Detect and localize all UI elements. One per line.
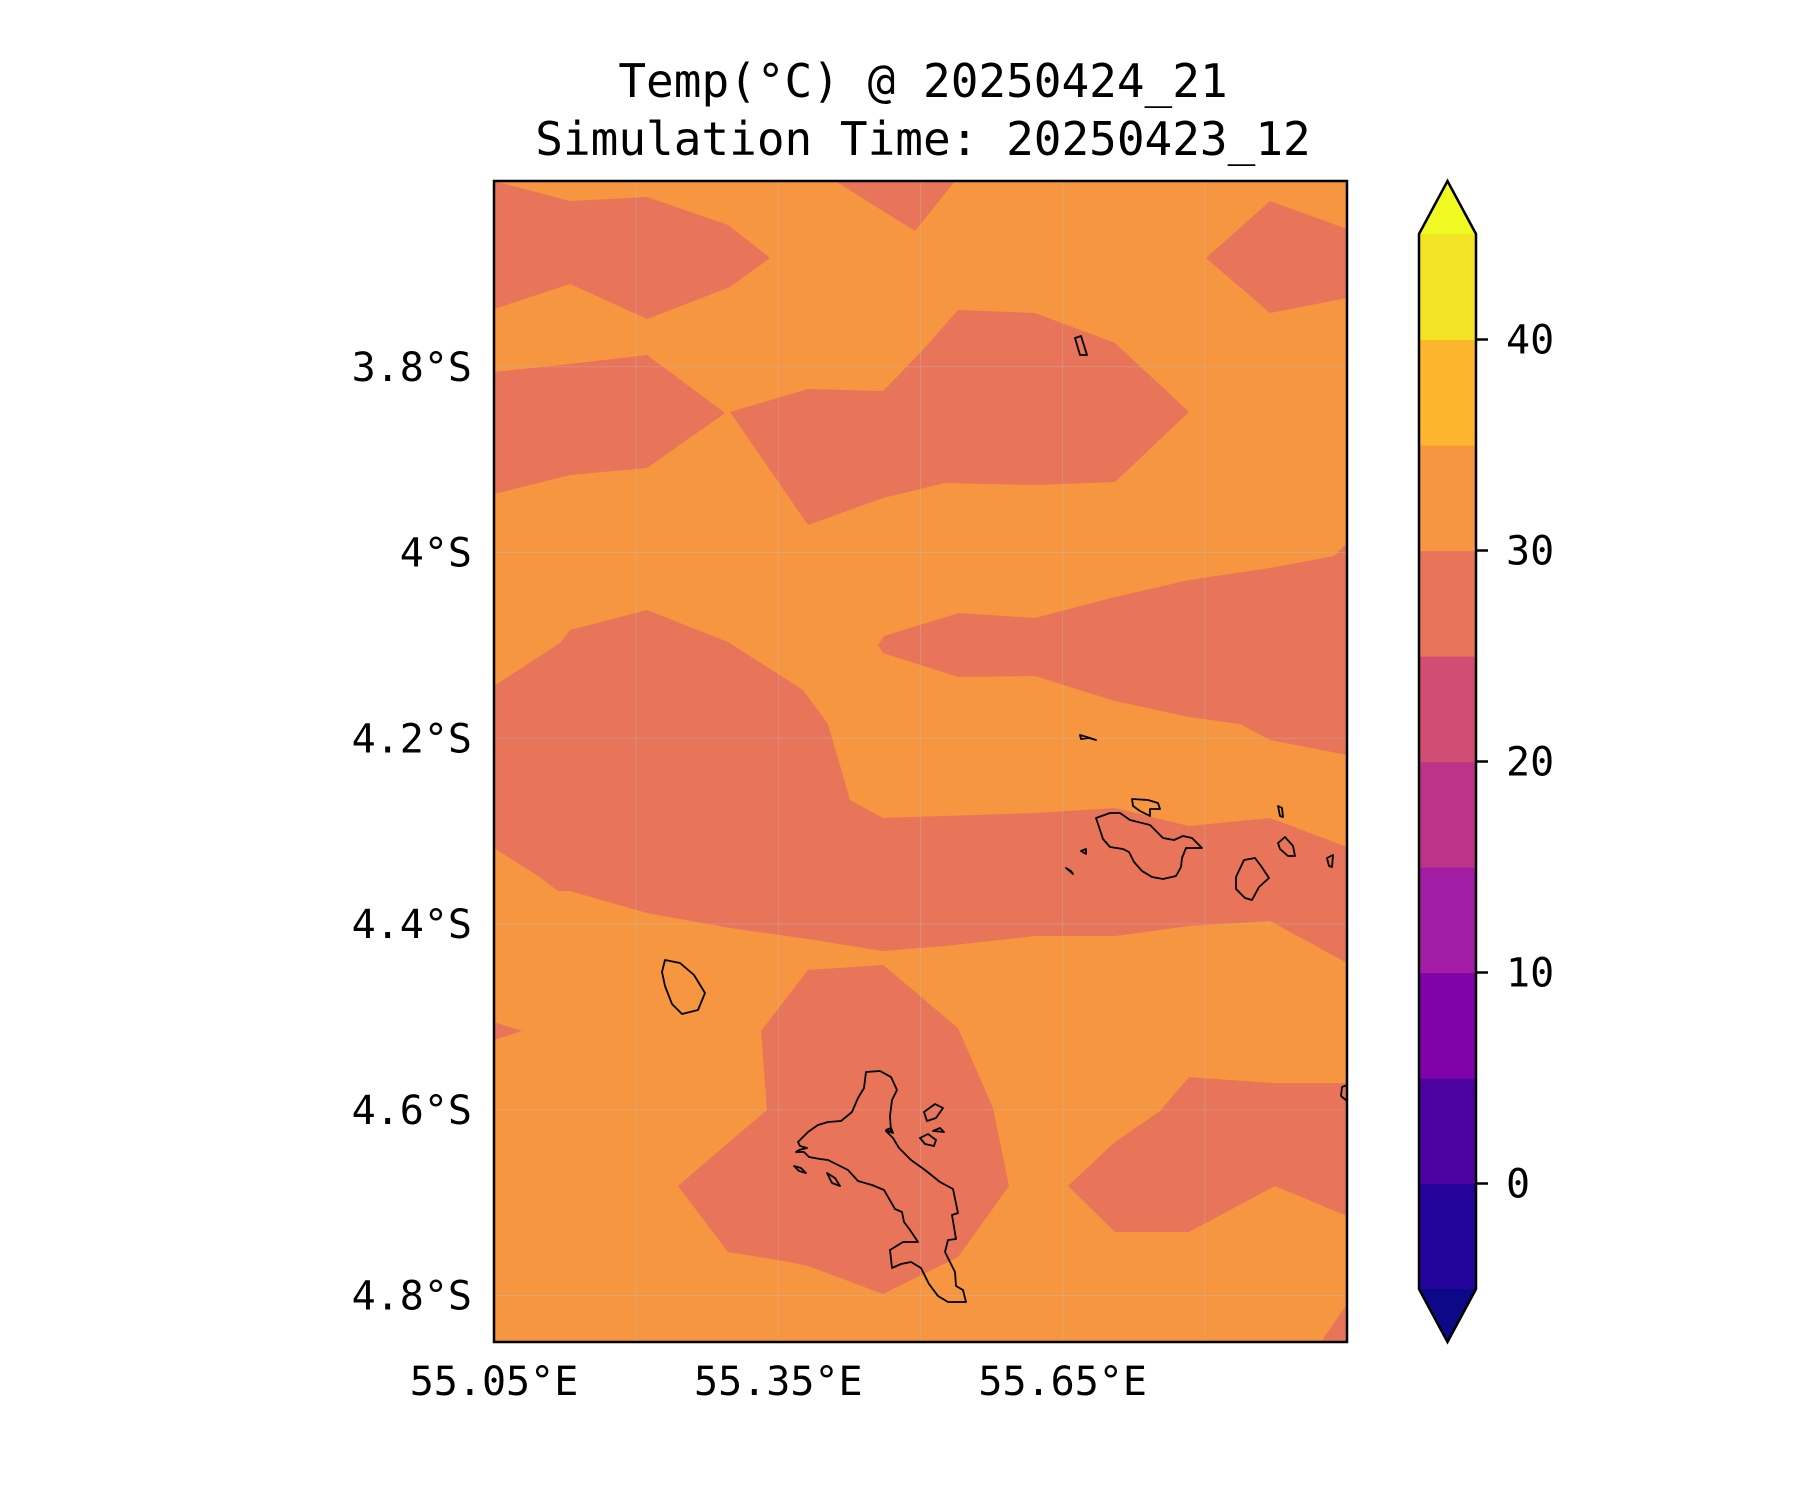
colorbar-segment [1419, 445, 1476, 552]
y-tick-label: 4.2°S [352, 716, 472, 762]
x-tick-label: 55.65°E [978, 1359, 1147, 1405]
chart-title-line2: Simulation Time: 20250423_12 [535, 112, 1310, 166]
island-coastline [919, 1133, 937, 1147]
island-coastline [923, 1103, 944, 1122]
temp-region [494, 181, 770, 319]
colorbar-tick-label: 30 [1506, 529, 1554, 575]
island-coastline [661, 959, 706, 1015]
colorbar-ticks: 0 10 20 30 40 [1476, 318, 1554, 1208]
colorbar-tick-label: 40 [1506, 318, 1554, 364]
colorbar-tick-label: 0 [1506, 1162, 1530, 1208]
chart-title-line1: Temp(°C) @ 20250424_21 [618, 54, 1227, 108]
colorbar-segment [1419, 656, 1476, 763]
colorbar-tick-label: 10 [1506, 951, 1554, 997]
island-coastline [932, 1127, 945, 1133]
y-tick-label: 4.6°S [352, 1088, 472, 1134]
coastline-outlines [661, 335, 1347, 1303]
island-coastline [1079, 734, 1097, 741]
island-coastline [795, 1070, 967, 1303]
colorbar-segment [1419, 339, 1476, 446]
temp-region [1321, 1304, 1347, 1342]
colorbar-extend-min-triangle [1419, 1289, 1476, 1342]
map-gridlines [494, 181, 1347, 1342]
y-tick-label: 4.4°S [352, 902, 472, 948]
y-tick-label: 4.8°S [352, 1274, 472, 1320]
temp-region [730, 310, 1189, 525]
island-coastline [826, 1172, 841, 1187]
colorbar-segments [1419, 181, 1476, 1342]
colorbar-segment [1419, 972, 1476, 1079]
island-coastline [1065, 867, 1074, 875]
map-frame [492, 179, 1349, 1344]
temp-region [1206, 201, 1347, 313]
temp-region [494, 1022, 522, 1040]
temp-region [878, 543, 1347, 755]
island-coastline [1131, 798, 1161, 817]
island-coastline [1340, 1084, 1347, 1102]
temp-region [494, 610, 1347, 963]
colorbar-segment [1419, 867, 1476, 974]
island-coastline [1326, 854, 1334, 868]
y-tick-label: 3.8°S [352, 345, 472, 391]
colorbar-segment [1419, 761, 1476, 868]
colorbar-tick-label: 20 [1506, 740, 1554, 786]
colorbar-outline [1417, 178, 1478, 1345]
x-tick-label: 55.35°E [694, 1359, 863, 1405]
temp-region [1068, 1077, 1347, 1232]
island-coastline [1277, 836, 1296, 857]
island-coastline [1080, 848, 1087, 855]
x-tick-label: 55.05°E [410, 1359, 579, 1405]
temp-region [678, 965, 1009, 1294]
temp-region [494, 355, 725, 494]
y-axis-tick-labels: 3.8°S 4°S 4.2°S 4.4°S 4.6°S 4.8°S [352, 345, 472, 1320]
island-coastline [793, 1165, 807, 1174]
temperature-band-25-30-regions [494, 181, 1347, 1342]
y-tick-label: 4°S [400, 531, 472, 577]
colorbar: 0 10 20 30 40 [1417, 178, 1554, 1345]
colorbar-segment [1419, 550, 1476, 657]
island-coastline [1074, 335, 1088, 356]
island-coastline [1095, 812, 1203, 880]
temp-region [835, 181, 955, 231]
map-plot-area [494, 181, 1347, 1342]
x-axis-tick-labels: 55.05°E 55.35°E 55.65°E [410, 1359, 1147, 1405]
colorbar-extend-max-triangle [1419, 181, 1476, 234]
island-coastline [1277, 805, 1284, 818]
island-coastline [885, 1127, 894, 1134]
colorbar-border [1417, 178, 1478, 1345]
colorbar-segment [1419, 1183, 1476, 1290]
colorbar-segment [1419, 1078, 1476, 1185]
colorbar-segment [1419, 234, 1476, 341]
island-coastline [1235, 857, 1270, 901]
